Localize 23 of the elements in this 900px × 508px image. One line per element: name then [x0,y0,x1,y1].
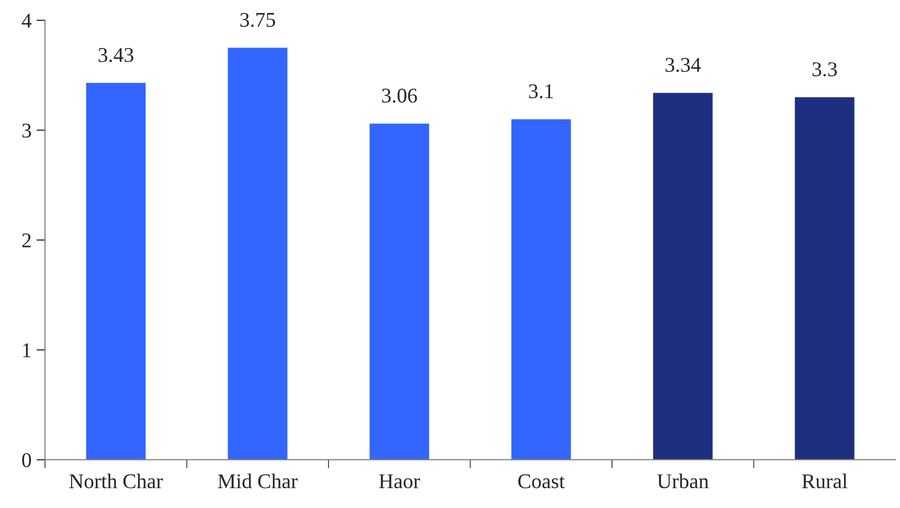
y-tick-label: 4 [22,14,32,28]
x-tick-label: Haor [379,474,420,488]
data-label: 3.34 [666,58,701,72]
data-label: 3.3 [812,62,837,76]
data-label: 3.1 [529,84,553,98]
data-label: 3.75 [240,12,276,27]
data-label: 3.43 [98,48,134,62]
bar [370,124,430,460]
data-label: 3.06 [382,88,417,103]
y-tick-label: 1 [23,343,31,358]
y-tick-label: 3 [22,124,31,138]
x-tick-label: North Char [69,474,163,488]
bar [511,119,571,460]
x-tick-label: Mid Char [218,474,298,488]
bar [794,97,854,460]
x-tick-label: Coast [518,474,565,488]
x-tick-label: Rural [802,474,848,488]
bar [228,48,288,460]
y-tick-label: 2 [22,233,31,248]
bar [86,82,146,460]
x-tick-label: Urban [657,474,709,488]
y-tick-label: 0 [22,453,32,468]
bar [653,92,713,460]
